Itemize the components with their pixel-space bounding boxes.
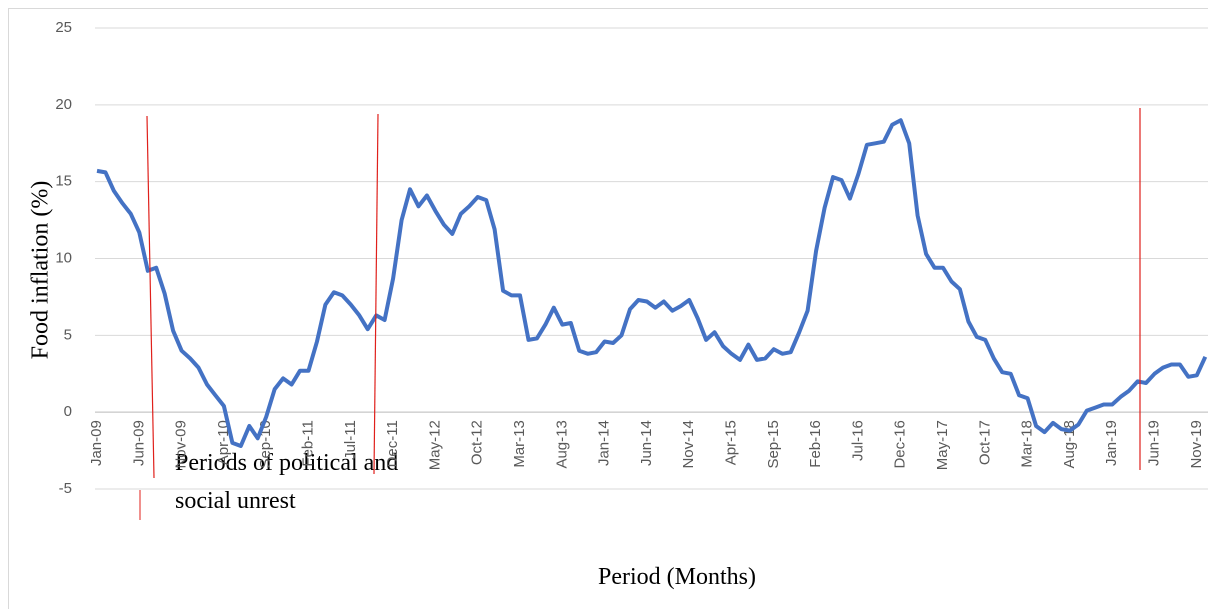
unrest-marker bbox=[146, 115, 155, 479]
chart-frame bbox=[8, 8, 1208, 609]
x-tick-label: Oct-12 bbox=[469, 420, 486, 465]
x-tick-label: May-17 bbox=[934, 420, 951, 470]
x-tick-label: Apr-10 bbox=[215, 420, 232, 465]
x-tick-label: Mar-13 bbox=[511, 420, 528, 468]
y-tick-label: 5 bbox=[64, 326, 72, 343]
x-tick-label: Nov-19 bbox=[1188, 420, 1205, 468]
x-tick-label: Jun-19 bbox=[1145, 420, 1162, 466]
x-tick-label: Sep-10 bbox=[257, 420, 274, 468]
x-tick-label: Apr-15 bbox=[722, 420, 739, 465]
y-tick-label: 15 bbox=[55, 173, 72, 190]
x-tick-label: Jan-09 bbox=[88, 420, 105, 466]
x-tick-label: May-12 bbox=[426, 420, 443, 470]
x-tick-label: Nov-09 bbox=[173, 420, 190, 468]
y-tick-label: 10 bbox=[55, 249, 72, 266]
legend-label: social unrest bbox=[175, 488, 296, 514]
y-tick-label: 25 bbox=[55, 19, 72, 36]
y-axis-label: Food inflation (%) bbox=[28, 181, 54, 360]
data-line bbox=[96, 118, 1208, 448]
y-tick-label: 20 bbox=[55, 96, 72, 113]
x-tick-label: Feb-11 bbox=[299, 420, 316, 466]
x-axis-label: Period (Months) bbox=[598, 564, 756, 590]
legend-label: Periods of political and bbox=[175, 450, 398, 476]
plot-area: -5 0 5 10 15 20 25 Jan-09 Jun-09 Nov-09 Apr-10 Sep-… bbox=[55, 19, 1208, 497]
x-tick-label: Jul-11 bbox=[342, 420, 359, 460]
x-tick-label: Feb-16 bbox=[807, 420, 824, 468]
x-tick-label: Jun-09 bbox=[130, 420, 147, 466]
x-tick-label: Sep-15 bbox=[765, 420, 782, 468]
y-tick-label: 0 bbox=[64, 403, 72, 420]
x-tick-label: Aug-13 bbox=[553, 420, 570, 468]
x-tick-label: Dec-11 bbox=[384, 420, 401, 467]
x-tick-label: Mar-18 bbox=[1019, 420, 1036, 468]
y-tick-label: -5 bbox=[59, 480, 72, 497]
x-tick-label: Jan-14 bbox=[596, 420, 613, 466]
unrest-marker bbox=[373, 113, 379, 475]
x-tick-label: Aug-18 bbox=[1061, 420, 1078, 468]
x-tick-label: Jul-16 bbox=[849, 420, 866, 461]
x-tick-label: Jun-14 bbox=[638, 420, 655, 466]
x-tick-label: Jan-19 bbox=[1103, 420, 1120, 466]
x-tick-label: Dec-16 bbox=[892, 420, 909, 468]
x-tick-label: Nov-14 bbox=[680, 420, 697, 468]
x-tick-label: Oct-17 bbox=[976, 420, 993, 465]
